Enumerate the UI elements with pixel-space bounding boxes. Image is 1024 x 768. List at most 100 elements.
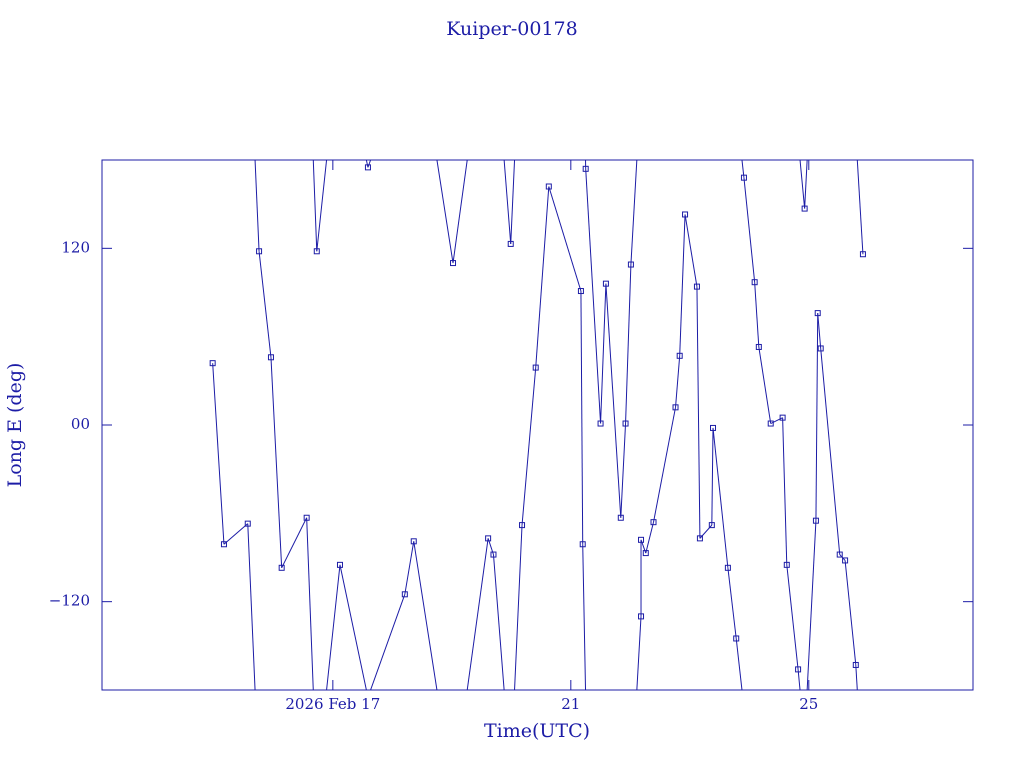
line-segment: [817, 313, 822, 349]
marker: [733, 635, 740, 642]
line-segment: [605, 283, 622, 518]
y-tick-label: 00: [71, 415, 90, 433]
marker: [582, 165, 589, 172]
marker: [244, 520, 251, 527]
line-segment: [492, 554, 505, 690]
marker: [450, 260, 457, 267]
line-segment: [815, 313, 819, 521]
marker: [812, 517, 819, 524]
marker: [642, 550, 649, 557]
marker: [638, 613, 645, 620]
line-segment: [585, 168, 602, 424]
marker: [767, 420, 774, 427]
line-segment: [413, 541, 438, 690]
marker: [485, 535, 492, 542]
line-segment: [855, 664, 858, 690]
marker: [267, 354, 274, 361]
marker: [627, 261, 634, 268]
marker: [597, 420, 604, 427]
x-tick-label: 2026 Feb 17: [285, 695, 380, 713]
line-segment: [645, 522, 654, 554]
marker: [779, 414, 786, 421]
marker: [696, 535, 703, 542]
line-segment: [844, 560, 857, 666]
marker: [682, 211, 689, 218]
marker: [579, 541, 586, 548]
plot-frame: [101, 159, 974, 691]
line-segment: [367, 160, 372, 168]
line-segment: [699, 524, 713, 539]
marker: [710, 424, 717, 431]
line-segment: [696, 286, 701, 539]
marker: [532, 364, 539, 371]
line-segment: [585, 160, 587, 169]
marker: [801, 205, 808, 212]
line-segment: [743, 177, 756, 283]
line-segment: [712, 427, 729, 568]
y-tick-label: 120: [61, 238, 90, 256]
marker: [313, 248, 320, 255]
line-segment: [620, 423, 627, 518]
line-segment: [625, 264, 632, 424]
line-segment: [804, 160, 808, 209]
marker: [795, 666, 802, 673]
line-segment: [735, 638, 743, 690]
line-segment: [503, 160, 512, 244]
marker: [401, 591, 408, 598]
line-segment: [806, 520, 817, 690]
marker: [817, 345, 824, 352]
marker: [638, 536, 645, 543]
marker: [602, 280, 609, 287]
marker: [842, 557, 849, 564]
marker: [577, 288, 584, 295]
marker: [859, 251, 866, 258]
marker: [278, 564, 285, 571]
line-segment: [212, 363, 225, 545]
marker: [220, 541, 227, 548]
x-tick-label: 25: [799, 695, 818, 713]
line-segment: [600, 283, 607, 424]
line-segment: [365, 160, 369, 168]
marker: [490, 551, 497, 558]
line-segment: [799, 160, 806, 209]
line-segment: [684, 214, 698, 287]
line-segment: [247, 523, 256, 690]
line-segment: [312, 160, 318, 252]
line-segment: [326, 564, 341, 690]
line-segment: [270, 357, 283, 568]
x-axis-label: Time(UTC): [484, 720, 590, 742]
chart-title: Kuiper-00178: [446, 18, 577, 40]
line-segment: [758, 346, 772, 424]
line-segment: [727, 567, 737, 639]
marker: [545, 183, 552, 190]
marker: [336, 561, 343, 568]
marker: [410, 538, 417, 545]
line-segment: [754, 282, 760, 348]
marker: [507, 240, 514, 247]
line-layer: [212, 160, 864, 690]
marker: [814, 310, 821, 317]
line-segment: [630, 160, 638, 265]
marker: [672, 404, 679, 411]
x-tick-label: 21: [561, 695, 580, 713]
line-segment: [521, 367, 537, 526]
marker: [209, 360, 216, 367]
line-segment: [281, 517, 308, 569]
line-segment: [514, 525, 523, 690]
line-segment: [306, 517, 314, 690]
marker: [755, 343, 762, 350]
line-segment: [316, 160, 328, 252]
marker: [256, 248, 263, 255]
line-segment: [679, 214, 686, 356]
line-segment: [797, 669, 801, 690]
line-segment: [711, 427, 714, 526]
line-segment: [820, 348, 841, 555]
marker: [622, 420, 629, 427]
line-segment: [675, 355, 681, 408]
line-segment: [254, 160, 260, 252]
marker: [783, 561, 790, 568]
marker: [676, 352, 683, 359]
marker: [303, 514, 310, 521]
